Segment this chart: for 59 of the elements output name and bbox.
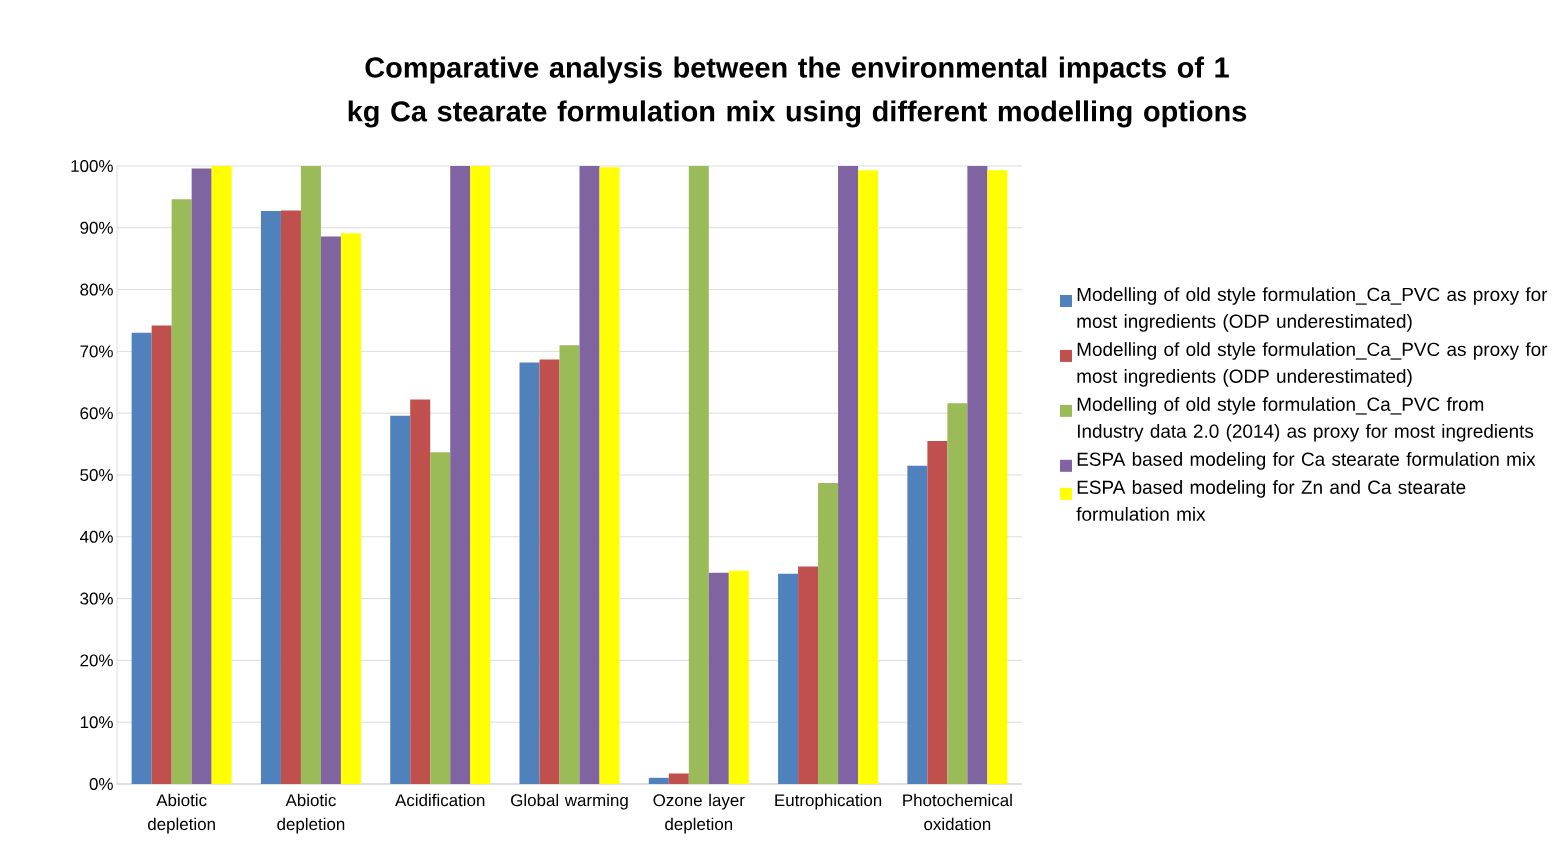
bar: [798, 566, 819, 784]
y-tick-label: 80%: [80, 283, 113, 296]
y-tick-label: 0%: [89, 778, 113, 790]
bar: [927, 441, 948, 784]
bar: [131, 332, 152, 784]
legend-label: Modelling of old style formulation_Ca_PVC as proxy for most ingredients (ODP underestimated): [1077, 342, 1548, 387]
chart-title: Comparative analysis between the environmental impacts of 1 kg Ca stearate formulation mix using different modelling options: [348, 56, 1247, 128]
bar: [688, 165, 709, 784]
y-tick-label: 30%: [80, 592, 113, 605]
y-tick-label: 20%: [80, 654, 113, 667]
x-tick-label: Photochemical oxidation: [903, 793, 1012, 831]
bar: [430, 452, 451, 784]
legend-label: ESPA based modeling for Zn and Ca stearate formulation mix: [1076, 480, 1466, 521]
y-tick-label: 10%: [80, 716, 113, 729]
bar: [967, 165, 988, 784]
bar: [519, 362, 540, 784]
bar: [300, 165, 321, 784]
y-tick-label: 70%: [80, 345, 113, 358]
bar: [559, 345, 580, 784]
y-tick-label: 60%: [80, 407, 113, 420]
bar: [280, 210, 301, 784]
x-tick-label: Acidification: [395, 793, 485, 807]
x-tick-label: Global warming: [511, 793, 628, 810]
y-tick-label: 40%: [79, 530, 113, 543]
bar: [450, 165, 471, 784]
bar: [191, 168, 212, 784]
bar: [579, 165, 600, 784]
bar: [211, 165, 232, 784]
bar: [858, 170, 879, 784]
bar: [470, 165, 491, 784]
legend-label: ESPA based modeling for Ca stearate formulation mix: [1077, 452, 1536, 470]
bar: [320, 236, 341, 784]
bar: [778, 573, 799, 784]
bar: [668, 773, 689, 784]
y-tick-label: 90%: [80, 221, 113, 234]
x-tick-label: Abiotic depletion: [277, 793, 345, 834]
bar: [907, 465, 928, 784]
y-tick-label: 50%: [80, 468, 113, 481]
bar: [151, 325, 172, 784]
legend-label: Modelling of old style formulation_Ca_PVC from Industry data 2.0 (2014) as proxy for most ingredients: [1077, 397, 1534, 442]
bar: [947, 403, 968, 784]
x-tick-label: Abiotic depletion: [147, 793, 215, 834]
x-tick-label: Eutrophication: [775, 793, 882, 810]
bar: [708, 572, 729, 784]
bar: [340, 233, 361, 784]
bar: [390, 415, 411, 784]
bar: [171, 199, 192, 784]
bar: [410, 399, 431, 784]
bar: [987, 170, 1008, 784]
y-tick-label: 100%: [71, 159, 113, 172]
bar: [648, 777, 669, 784]
bar: [838, 165, 859, 784]
bar: [728, 570, 749, 784]
bar: [599, 167, 620, 784]
x-tick-label: Ozone layer depletion: [653, 793, 745, 834]
bar: [539, 359, 560, 784]
bar: [818, 483, 839, 784]
legend-label: Modelling of old style formulation_Ca_PVC as proxy for most ingredients (ODP underestimated): [1077, 287, 1548, 332]
bar: [260, 211, 281, 784]
